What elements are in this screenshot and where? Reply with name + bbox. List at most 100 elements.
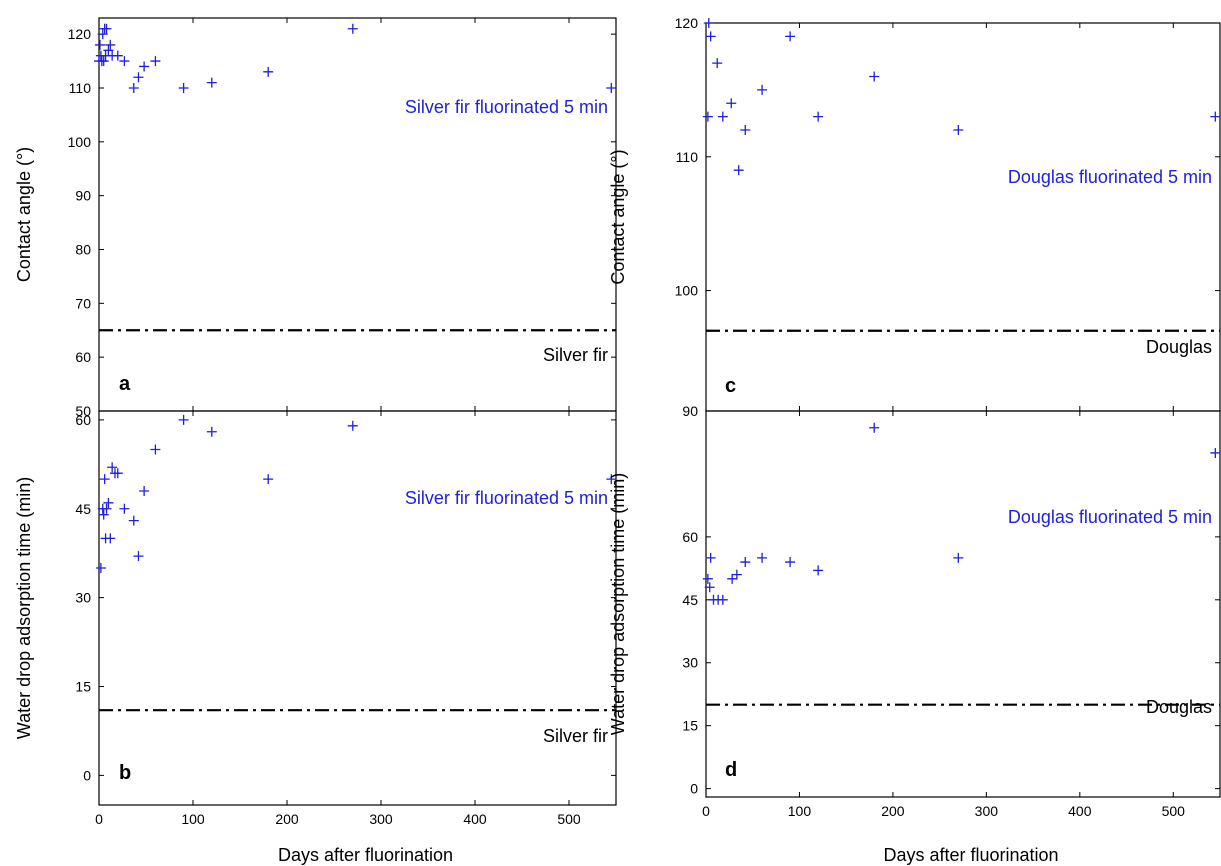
data-point (128, 515, 139, 526)
y-tick-label: 100 (68, 134, 92, 150)
y-tick-label: 45 (75, 501, 91, 517)
data-point (717, 111, 728, 122)
data-point (119, 56, 130, 67)
y-axis-title: Water drop adsorption time (min) (14, 477, 34, 739)
x-tick-label: 400 (463, 811, 487, 827)
data-point (757, 552, 768, 563)
data-point (702, 111, 713, 122)
data-point (347, 23, 358, 34)
data-point (785, 31, 796, 42)
x-tick-label: 300 (975, 803, 999, 819)
data-point (705, 552, 716, 563)
data-point (702, 573, 713, 584)
data-point (98, 56, 109, 67)
series-annotation: Silver fir fluorinated 5 min (405, 488, 608, 508)
data-point (98, 509, 109, 520)
panel-d: 0 15 30 45 60 90 0 100 200 300 400 500 Douglas Dougla… (608, 403, 1221, 865)
data-point (757, 84, 768, 95)
data-point (105, 533, 116, 544)
data-point (112, 468, 123, 479)
y-axis-title: Contact angle (°) (14, 147, 34, 282)
data-point (178, 414, 189, 425)
y-tick-label: 60 (682, 529, 698, 545)
data-point (705, 31, 716, 42)
reference-label: Silver fir (543, 345, 608, 365)
data-point (704, 582, 715, 593)
data-point (1210, 111, 1221, 122)
data-point (103, 45, 114, 56)
x-tick-label: 100 (181, 811, 205, 827)
data-point (733, 165, 744, 176)
x-tick-label: 500 (557, 811, 581, 827)
data-point (99, 474, 110, 485)
data-point (717, 594, 728, 605)
y-tick-label: 110 (69, 80, 92, 96)
data-point (101, 23, 112, 34)
data-point (105, 39, 116, 50)
data-point (703, 18, 714, 28)
y-axis-title: Contact angle (°) (608, 149, 628, 284)
y-tick-label: 0 (83, 767, 91, 783)
series-annotation: Douglas fluorinated 5 min (1008, 167, 1212, 187)
data-point (97, 29, 108, 40)
y-tick-label: 90 (682, 403, 698, 419)
y-tick-label: 120 (675, 15, 699, 31)
series-annotation: Douglas fluorinated 5 min (1008, 507, 1212, 527)
data-point (128, 82, 139, 93)
data-point (107, 462, 118, 473)
plot-frame (705, 22, 1221, 412)
data-point (606, 82, 617, 93)
data-point (727, 573, 738, 584)
y-tick-label: 15 (75, 679, 91, 695)
reference-label: Silver fir (543, 726, 608, 746)
y-tick-label: 60 (75, 412, 91, 428)
y-tick-label: 30 (75, 590, 91, 606)
y-tick-label: 30 (682, 655, 698, 671)
data-point (347, 420, 358, 431)
data-point (869, 422, 880, 433)
data-point (1210, 447, 1221, 458)
plot-frame (98, 17, 617, 412)
data-point (178, 82, 189, 93)
data-point (139, 485, 150, 496)
x-tick-label: 200 (275, 811, 299, 827)
data-point (94, 39, 105, 50)
data-point (731, 569, 742, 580)
x-tick-label: 300 (369, 811, 393, 827)
panel-letter: a (119, 373, 131, 395)
reference-label: Douglas (1146, 697, 1212, 717)
data-point (813, 111, 824, 122)
x-axis-title: Days after fluorination (883, 845, 1058, 865)
series-annotation: Silver fir fluorinated 5 min (405, 97, 608, 117)
panel-a: 50 60 70 80 90 100 110 120 Silver fir Silver fir … (14, 17, 617, 419)
y-tick-label: 45 (682, 592, 698, 608)
data-point (813, 565, 824, 576)
data-point (95, 563, 106, 574)
data-point (953, 552, 964, 563)
y-tick-label: 120 (68, 26, 92, 42)
data-point (119, 503, 130, 514)
plot-frame (98, 410, 617, 806)
panel-c: 100 110 120 Douglas Douglas fluorinated 5 mi… (608, 15, 1221, 412)
data-point (606, 474, 617, 485)
y-tick-label: 80 (75, 241, 91, 257)
x-tick-label: 400 (1068, 803, 1092, 819)
data-point (263, 66, 274, 77)
y-tick-label: 70 (75, 295, 91, 311)
y-axis-title: Water drop adsorption time (min) (608, 473, 628, 735)
y-tick-label: 0 (690, 781, 698, 797)
data-point (785, 557, 796, 568)
panel-letter: d (725, 759, 737, 781)
data-point (206, 77, 217, 88)
x-tick-label: 500 (1162, 803, 1186, 819)
x-tick-label: 100 (788, 803, 812, 819)
data-point (263, 474, 274, 485)
data-point (139, 61, 150, 72)
data-point (712, 58, 723, 69)
y-tick-label: 90 (75, 188, 91, 204)
y-tick-label: 110 (676, 149, 699, 165)
data-point (133, 72, 144, 83)
data-point (206, 426, 217, 437)
y-tick-label: 60 (75, 349, 91, 365)
